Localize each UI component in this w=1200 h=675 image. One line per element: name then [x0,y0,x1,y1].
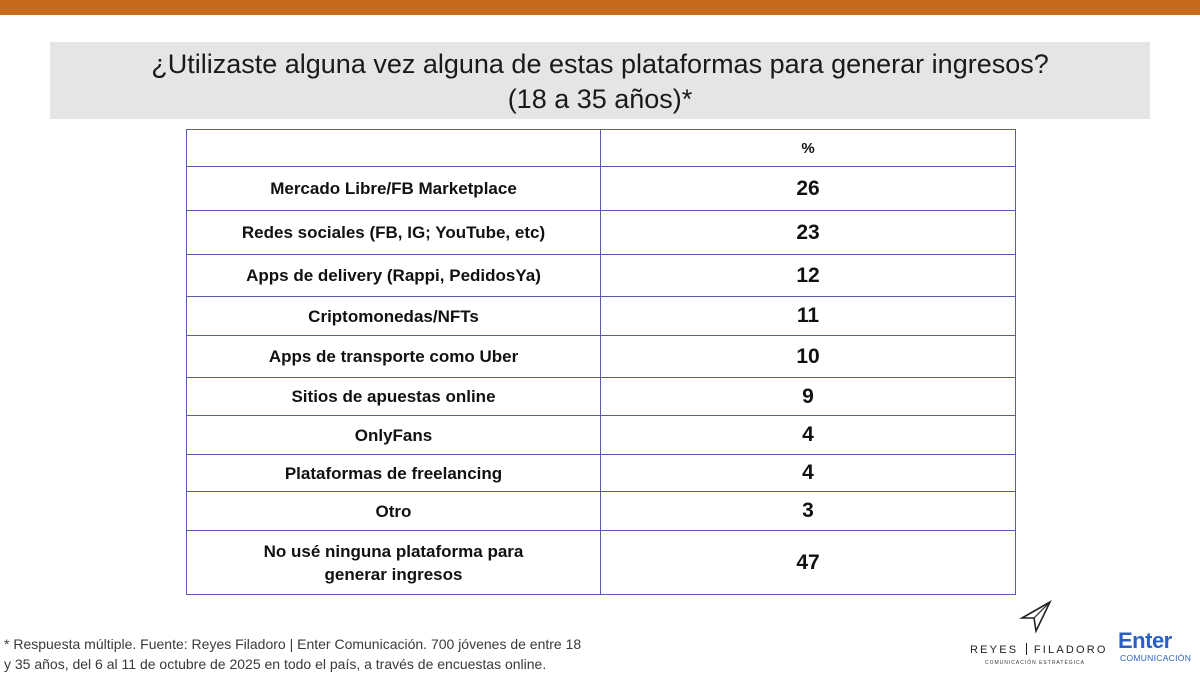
row-label: Redes sociales (FB, IG; YouTube, etc) [186,210,601,255]
enter-wordmark: Enter [1118,628,1172,653]
row-value: 12 [600,254,1016,297]
paper-plane-icon [1018,600,1052,634]
row-value: 3 [600,491,1016,531]
reyes-filadoro-wordmark: REYES FILADORO [970,643,1105,656]
table-row: Mercado Libre/FB Marketplace 26 [186,166,1016,211]
row-value: 4 [600,454,1016,492]
table-row: No usé ninguna plataforma para generar i… [186,530,1016,595]
table-row: OnlyFans 4 [186,415,1016,455]
row-label: OnlyFans [186,415,601,455]
reyes-filadoro-name-left: REYES [970,644,1019,656]
row-label: Otro [186,491,601,531]
reyes-filadoro-logo: REYES FILADORO COMUNICACIÓN ESTRATÉGICA [970,600,1105,670]
row-value: 11 [600,296,1016,336]
title-banner: ¿Utilizaste alguna vez alguna de estas p… [50,42,1150,119]
footnote: * Respuesta múltiple. Fuente: Reyes Fila… [4,634,614,674]
page-title: ¿Utilizaste alguna vez alguna de estas p… [151,49,1049,79]
row-value: 4 [600,415,1016,455]
row-label: Criptomonedas/NFTs [186,296,601,336]
table-row: Apps de transporte como Uber 10 [186,335,1016,378]
footnote-line: * Respuesta múltiple. Fuente: Reyes Fila… [4,636,582,652]
table-row: Criptomonedas/NFTs 11 [186,296,1016,336]
table-row: Sitios de apuestas online 9 [186,377,1016,416]
table-row: Plataformas de freelancing 4 [186,454,1016,492]
table-row: Redes sociales (FB, IG; YouTube, etc) 23 [186,210,1016,255]
table-row: Otro 3 [186,491,1016,531]
footnote-line: y 35 años, del 6 al 11 de octubre de 202… [4,656,547,672]
row-label-line: No usé ninguna plataforma para [263,541,524,561]
row-label: Plataformas de freelancing [186,454,601,492]
wordmark-separator [1025,643,1027,655]
row-label: Apps de delivery (Rappi, PedidosYa) [186,254,601,297]
row-value: 26 [600,166,1016,211]
row-label-line: generar ingresos [324,564,463,584]
top-accent-bar [0,0,1200,15]
row-label: Apps de transporte como Uber [186,335,601,378]
row-label: No usé ninguna plataforma para generar i… [186,530,601,595]
table-row: Apps de delivery (Rappi, PedidosYa) 12 [186,254,1016,297]
header-label-cell [186,129,601,167]
reyes-filadoro-name-right: FILADORO [1033,644,1108,656]
results-table: % Mercado Libre/FB Marketplace 26 Redes … [186,129,1016,595]
enter-subtitle: COMUNICACIÓN [1120,653,1192,663]
row-label: Mercado Libre/FB Marketplace [186,166,601,211]
row-value: 47 [600,530,1016,595]
table-header-row: % [186,129,1016,167]
page-subtitle: (18 a 35 años)* [507,84,693,114]
row-value: 10 [600,335,1016,378]
enter-logo: Enter COMUNICACIÓN [1118,628,1192,668]
row-value: 23 [600,210,1016,255]
header-percent-cell: % [600,129,1016,167]
row-label: Sitios de apuestas online [186,377,601,416]
row-value: 9 [600,377,1016,416]
reyes-filadoro-tagline: COMUNICACIÓN ESTRATÉGICA [984,660,1086,666]
